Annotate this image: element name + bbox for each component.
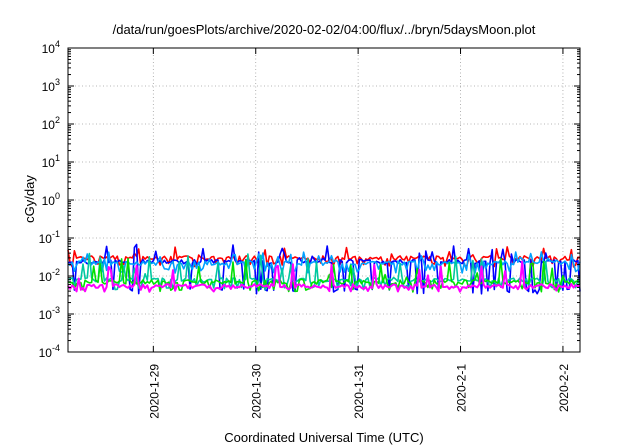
y-tick-label: 101	[42, 153, 60, 170]
y-tick-label: 10-4	[39, 343, 60, 360]
y-tick-label: 102	[42, 115, 60, 132]
series-layer	[67, 243, 581, 295]
y-axis: 10-4 10-3 10-2 10-1 100 101 102 103 104	[39, 39, 580, 360]
series-line	[67, 260, 581, 293]
chart-title: /data/run/goesPlots/archive/2020-02-02/0…	[113, 22, 536, 37]
x-tick-label: 2020-1-30	[250, 364, 264, 419]
x-tick-label: 2020-1-31	[352, 364, 366, 419]
x-tick-label: 2020-2-1	[455, 364, 469, 412]
y-tick-label: 10-1	[39, 229, 60, 246]
y-tick-label: 100	[42, 191, 60, 208]
y-tick-label: 103	[42, 77, 60, 94]
series-line	[67, 251, 581, 274]
x-axis-label: Coordinated Universal Time (UTC)	[224, 430, 423, 445]
x-axis: 2020-1-29 2020-1-30 2020-1-31 2020-2-1 2020-…	[147, 48, 571, 419]
y-tick-label: 10-3	[39, 305, 60, 322]
x-tick-label: 2020-2-2	[557, 364, 571, 412]
y-tick-label: 10-2	[39, 267, 60, 284]
y-axis-label: cGy/day	[22, 175, 37, 223]
x-tick-label: 2020-1-29	[147, 364, 161, 419]
y-tick-label: 104	[42, 39, 60, 56]
grid	[68, 48, 580, 352]
series-line	[67, 257, 581, 293]
